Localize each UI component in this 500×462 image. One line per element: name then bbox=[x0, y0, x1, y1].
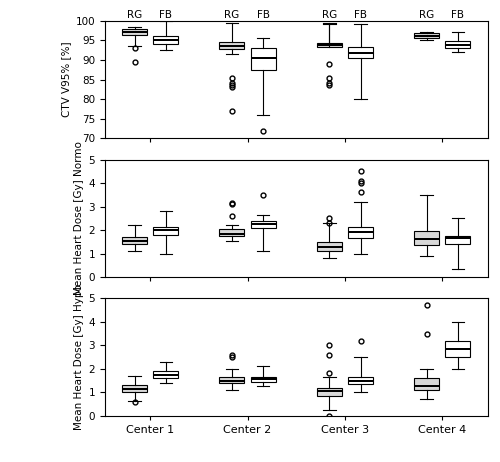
Text: FB: FB bbox=[354, 10, 367, 19]
PathPatch shape bbox=[317, 43, 342, 47]
PathPatch shape bbox=[154, 36, 178, 44]
Y-axis label: Mean Heart Dose [Gy] Hypo: Mean Heart Dose [Gy] Hypo bbox=[74, 284, 85, 430]
PathPatch shape bbox=[348, 226, 373, 238]
Y-axis label: CTV V95% [%]: CTV V95% [%] bbox=[62, 42, 72, 117]
Text: RG: RG bbox=[322, 10, 337, 19]
Text: FB: FB bbox=[256, 10, 270, 19]
PathPatch shape bbox=[250, 221, 276, 228]
PathPatch shape bbox=[250, 48, 276, 70]
PathPatch shape bbox=[122, 385, 147, 392]
PathPatch shape bbox=[154, 371, 178, 378]
PathPatch shape bbox=[317, 388, 342, 396]
Text: RG: RG bbox=[127, 10, 142, 19]
PathPatch shape bbox=[220, 43, 244, 49]
Text: RG: RG bbox=[419, 10, 434, 19]
PathPatch shape bbox=[317, 242, 342, 251]
PathPatch shape bbox=[220, 377, 244, 383]
Text: RG: RG bbox=[224, 10, 240, 19]
PathPatch shape bbox=[220, 229, 244, 236]
PathPatch shape bbox=[446, 340, 470, 357]
PathPatch shape bbox=[414, 378, 439, 390]
Text: FB: FB bbox=[160, 10, 172, 19]
PathPatch shape bbox=[348, 48, 373, 58]
PathPatch shape bbox=[154, 226, 178, 235]
PathPatch shape bbox=[122, 237, 147, 244]
PathPatch shape bbox=[348, 377, 373, 384]
PathPatch shape bbox=[122, 30, 147, 35]
PathPatch shape bbox=[250, 377, 276, 382]
PathPatch shape bbox=[414, 33, 439, 38]
PathPatch shape bbox=[414, 231, 439, 245]
Y-axis label: Mean Heart Dose [Gy] Normo: Mean Heart Dose [Gy] Normo bbox=[74, 141, 85, 295]
PathPatch shape bbox=[446, 236, 470, 244]
Text: FB: FB bbox=[452, 10, 464, 19]
PathPatch shape bbox=[446, 41, 470, 48]
